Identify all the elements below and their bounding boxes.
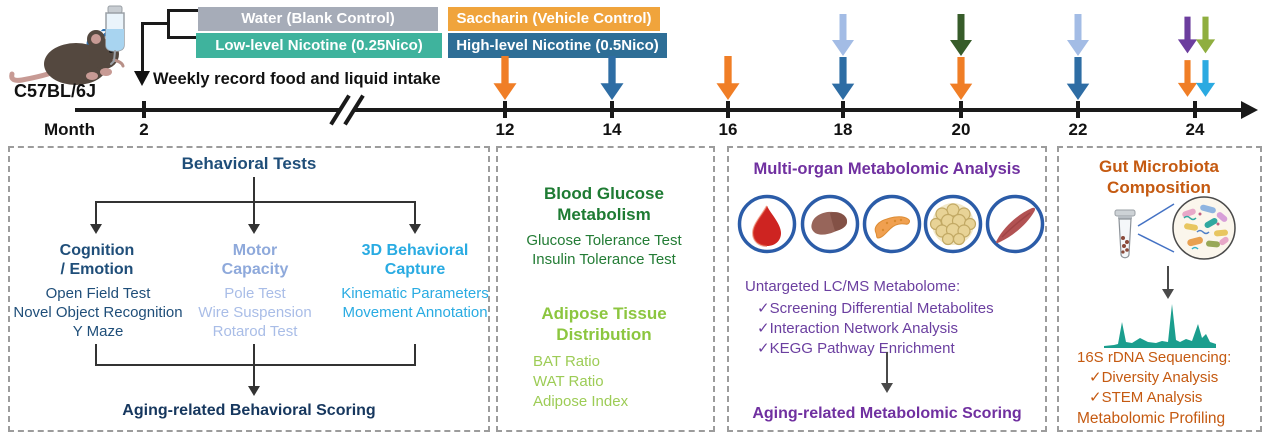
month-label-24: 24 <box>1185 120 1205 139</box>
event-arrow-month24-orange <box>1177 60 1198 97</box>
axis-break <box>328 91 370 129</box>
axis-label-month: Month <box>44 120 95 139</box>
glucose-title: Blood Glucose Metabolism <box>544 184 664 224</box>
metabolomic-title: Multi-organ Metabolomic Analysis <box>753 160 1021 178</box>
glucose-items: Glucose Tolerance Test Insulin Tolerance… <box>526 232 682 268</box>
group-high-nicotine: High-level Nicotine (0.5Nico) <box>448 33 667 58</box>
panel-glucose-adipose <box>496 146 715 432</box>
event-arrow-month22-lightblue <box>1067 14 1089 56</box>
flow-arrowhead <box>409 224 421 234</box>
flow-line <box>253 177 255 202</box>
behavioral-col2-header: Motor Capacity <box>221 242 289 278</box>
microbiota-list-title: 16S rDNA Sequencing: <box>1077 349 1232 366</box>
water-bottle-icon <box>105 5 125 65</box>
tick-month-16 <box>726 101 730 118</box>
microbiota-down-arrowhead <box>1162 289 1174 299</box>
flow-line <box>253 201 255 225</box>
month-label-14: 14 <box>602 120 622 139</box>
event-arrow-month18-lightblue <box>832 14 854 56</box>
event-arrow-month18-blue <box>831 57 855 100</box>
weekly-arrow-stem <box>141 22 144 72</box>
tick-month-12 <box>503 101 507 118</box>
weekly-note: Weekly record food and liquid intake <box>153 70 441 88</box>
adipose-items: BAT Ratio WAT Ratio Adipose Index <box>533 353 629 410</box>
flow-line <box>95 364 416 366</box>
microbiota-footer: Metabolomic Profiling <box>1077 410 1226 427</box>
flow-arrowhead <box>90 224 102 234</box>
flow-line <box>414 201 416 225</box>
metabolomic-down-arrow <box>886 352 888 384</box>
tick-month-24 <box>1193 101 1197 118</box>
metabolomic-down-arrowhead <box>881 383 893 393</box>
month-label-2: 2 <box>139 120 149 139</box>
tick-month-2 <box>142 101 146 118</box>
flow-line <box>253 364 255 387</box>
bacteria-circle-icon <box>1172 196 1236 260</box>
behavioral-col1-header: Cognition / Emotion <box>59 242 135 278</box>
behavioral-title: Behavioral Tests <box>181 154 317 173</box>
bracket-line <box>142 22 170 25</box>
chromatogram-icon <box>1104 304 1216 348</box>
blood-icon <box>737 194 797 254</box>
tick-month-20 <box>959 101 963 118</box>
month-label-20: 20 <box>951 120 971 139</box>
group-water: Water (Blank Control) <box>198 7 438 31</box>
event-arrow-month16-orange <box>716 56 740 100</box>
pancreas-icon <box>862 194 922 254</box>
tick-month-18 <box>841 101 845 118</box>
flow-line <box>414 344 416 366</box>
behavioral-col3-header: 3D Behavioral Capture <box>361 242 469 278</box>
zoom-connector-lines <box>1137 203 1175 253</box>
behavioral-col3-items: Kinematic Parameters Movement Annotation <box>341 285 489 321</box>
flow-line <box>95 344 97 366</box>
strain-label: C57BL/6J <box>14 81 97 101</box>
flow-line <box>253 344 255 366</box>
microbiota-down-arrow <box>1167 266 1169 290</box>
behavioral-col2-items: Pole Test Wire Suspension Rotarod Test <box>198 285 312 340</box>
tick-month-14 <box>610 101 614 118</box>
metabolomic-footer: Aging-related Metabolomic Scoring <box>752 405 1022 422</box>
event-arrow-month20-orange <box>949 57 973 100</box>
group-saccharin: Saccharin (Vehicle Control) <box>448 7 660 31</box>
adipose-title: Adipose Tissue Distribution <box>541 304 667 344</box>
behavioral-footer: Aging-related Behavioral Scoring <box>122 402 376 419</box>
month-label-22: 22 <box>1068 120 1088 139</box>
bracket-line <box>167 36 198 39</box>
month-label-18: 18 <box>833 120 853 139</box>
flow-arrowhead <box>248 224 260 234</box>
bracket-line <box>167 9 198 12</box>
flow-arrowhead <box>248 386 260 396</box>
timeline-arrowhead <box>1241 101 1258 119</box>
group-low-nicotine: Low-level Nicotine (0.25Nico) <box>196 33 442 58</box>
microbiota-title: Gut Microbiota Composition <box>1099 157 1219 197</box>
event-arrow-month20-darkgreen <box>950 14 972 56</box>
event-arrow-month24-purple <box>1177 16 1198 54</box>
sample-tube-icon <box>1114 209 1136 259</box>
event-arrow-month24-olivegreen <box>1195 16 1216 54</box>
behavioral-col1-items: Open Field Test Novel Object Recognition… <box>13 285 183 340</box>
liver-icon <box>800 194 860 254</box>
month-label-12: 12 <box>495 120 515 139</box>
metabolomic-list-title: Untargeted LC/MS Metabolome: <box>745 278 961 295</box>
muscle-icon <box>985 194 1045 254</box>
event-arrow-month14-blue <box>600 56 624 100</box>
weekly-arrow-head <box>134 71 150 86</box>
event-arrow-month12-orange <box>493 56 517 100</box>
flow-line <box>95 201 97 225</box>
panel-gut-microbiota <box>1057 146 1262 432</box>
bracket-line <box>167 9 170 39</box>
timeline-axis <box>75 108 1243 112</box>
month-label-16: 16 <box>718 120 738 139</box>
microbiota-items: ✓Diversity Analysis ✓STEM Analysis <box>1089 369 1219 406</box>
flow-line <box>95 201 416 203</box>
panel-behavioral-tests <box>8 146 490 432</box>
adipose-tissue-icon <box>923 194 983 254</box>
event-arrow-month24-cyan <box>1195 60 1216 97</box>
event-arrow-month22-blue <box>1066 57 1090 100</box>
tick-month-22 <box>1076 101 1080 118</box>
metabolomic-items: ✓Screening Differential Metabolites ✓Int… <box>757 300 994 357</box>
